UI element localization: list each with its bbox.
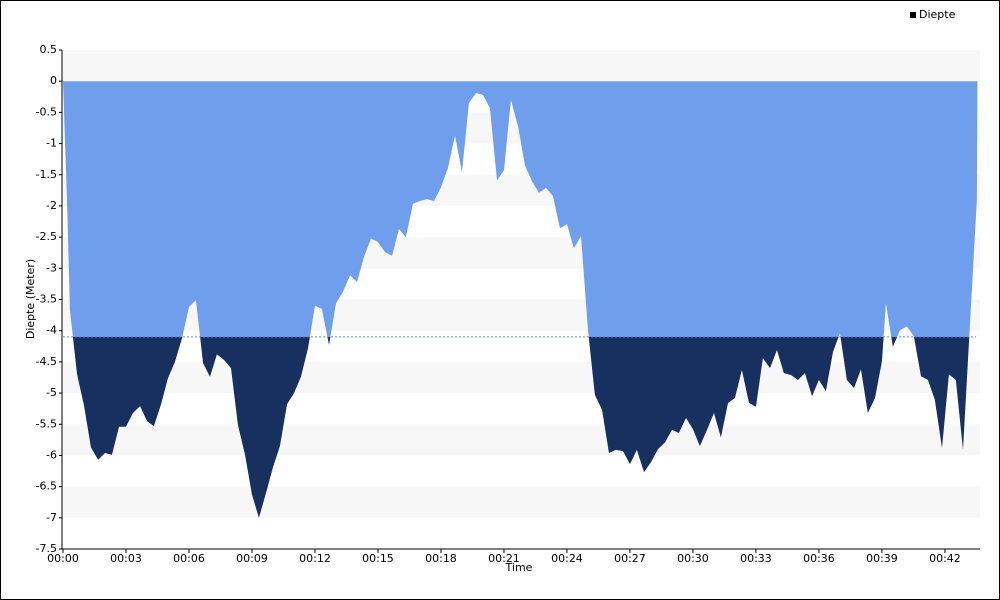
x-tick-label: 00:00 xyxy=(47,552,79,565)
y-tick-label: 0.5 xyxy=(40,43,58,56)
background-band xyxy=(63,50,980,82)
x-tick-label: 00:36 xyxy=(803,552,835,565)
background-band xyxy=(63,361,980,394)
background-band xyxy=(63,486,980,518)
y-axis-label: Diepte (Meter) xyxy=(24,259,37,339)
area-shallow xyxy=(63,81,978,337)
y-tick-label: -3.5 xyxy=(36,293,57,306)
x-tick-label: 00:30 xyxy=(677,552,709,565)
background-band xyxy=(63,424,980,456)
x-tick-label: 00:18 xyxy=(425,552,457,565)
y-tick-label: -7.5 xyxy=(36,542,57,555)
legend-swatch xyxy=(910,12,916,18)
y-tick-label: -0.5 xyxy=(36,105,57,118)
x-tick-label: 00:24 xyxy=(551,552,583,565)
area-deep xyxy=(72,336,970,518)
x-tick-label: 00:39 xyxy=(866,552,898,565)
x-tick-label: 00:27 xyxy=(614,552,646,565)
y-tick-label: -4.5 xyxy=(36,355,57,368)
y-tick-label: -1 xyxy=(46,137,57,150)
y-tick-label: -6.5 xyxy=(36,480,57,493)
x-tick-label: 00:21 xyxy=(488,552,520,565)
x-tick-label: 00:33 xyxy=(740,552,772,565)
y-tick-label: -5 xyxy=(46,386,57,399)
x-tick-label: 00:09 xyxy=(236,552,268,565)
x-tick-label: 00:03 xyxy=(110,552,142,565)
y-tick-label: -4 xyxy=(46,324,57,337)
y-tick-label: -5.5 xyxy=(36,417,57,430)
y-tick-label: -2 xyxy=(46,199,57,212)
x-tick-label: 00:06 xyxy=(173,552,205,565)
y-tick-label: -1.5 xyxy=(36,168,57,181)
x-tick-label: 00:12 xyxy=(299,552,331,565)
legend-label: Diepte xyxy=(919,8,956,21)
x-axis-label: Time xyxy=(505,561,533,574)
y-tick-label: -3 xyxy=(46,261,57,274)
y-tick-label: -6 xyxy=(46,448,57,461)
x-tick-label: 00:15 xyxy=(362,552,394,565)
y-tick-label: -2.5 xyxy=(36,230,57,243)
x-tick-label: 00:42 xyxy=(929,552,961,565)
y-tick-label: -7 xyxy=(46,511,57,524)
y-tick-label: 0 xyxy=(50,74,57,87)
